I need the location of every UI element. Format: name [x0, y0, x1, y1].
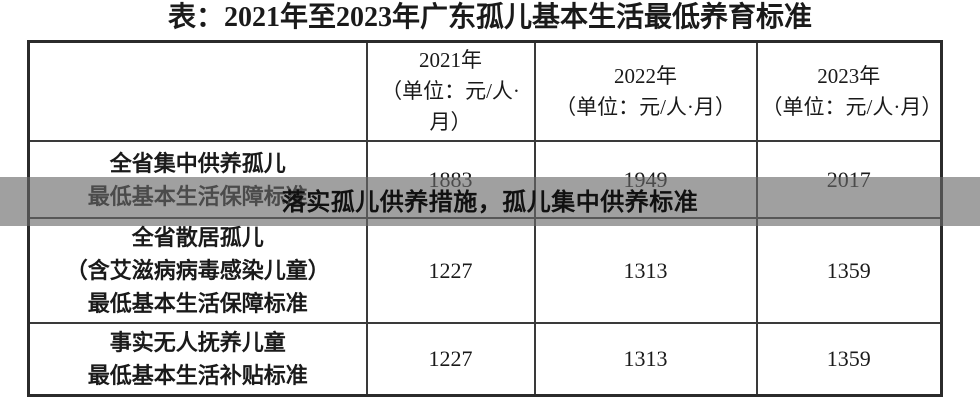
- header-year-2023: 2023年: [817, 63, 881, 88]
- row-label-line: 全省散居孤儿: [131, 225, 264, 250]
- table-row: 事实无人抚养儿童 最低基本生活补贴标准 1227 1313 1359: [27, 322, 943, 397]
- row-label-scattered-care: 全省散居孤儿 （含艾滋病病毒感染儿童） 最低基本生活保障标准: [27, 217, 368, 324]
- header-unit-2023: （单位：元/人·月）: [761, 94, 943, 119]
- row-label-line: 最低基本生活保障标准: [87, 291, 308, 316]
- cell-value: 1313: [533, 322, 758, 397]
- cell-value: 1359: [755, 217, 943, 324]
- header-cell-2022: 2022年 （单位：元/人·月）: [533, 40, 758, 142]
- row-label-line: 事实无人抚养儿童: [109, 330, 286, 355]
- table-row: 全省散居孤儿 （含艾滋病病毒感染儿童） 最低基本生活保障标准 1227 1313…: [27, 217, 943, 324]
- cell-value: 1227: [365, 217, 536, 324]
- page-title: 表：2021年至2023年广东孤儿基本生活最低养育标准: [167, 2, 812, 33]
- header-year-2022: 2022年: [614, 63, 677, 88]
- cell-value: 1227: [365, 322, 536, 397]
- header-year-2021: 2021年: [419, 48, 482, 72]
- header-cell-label: [27, 40, 368, 142]
- cell-value: 1359: [755, 322, 943, 397]
- header-cell-2021: 2021年 （单位：元/人·月）: [365, 40, 536, 142]
- header-cell-2023: 2023年 （单位：元/人·月）: [755, 40, 943, 142]
- row-label-line: 最低基本生活补贴标准: [87, 363, 308, 388]
- table-header-row: 2021年 （单位：元/人·月） 2022年 （单位：元/人·月） 2023年 …: [27, 40, 943, 142]
- header-unit-2021: （单位：元/人·月）: [381, 79, 520, 134]
- header-unit-2022: （单位：元/人·月）: [555, 94, 736, 119]
- overlay-caption-banner[interactable]: 落实孤儿供养措施，孤儿集中供养标准: [0, 177, 980, 226]
- overlay-caption-text: 落实孤儿供养措施，孤儿集中供养标准: [281, 187, 699, 216]
- cell-value: 1313: [533, 217, 758, 324]
- row-label-line: （含艾滋病病毒感染儿童）: [65, 258, 330, 283]
- row-label-de-facto-unattended: 事实无人抚养儿童 最低基本生活补贴标准: [27, 322, 368, 397]
- row-label-line: 全省集中供养孤儿: [109, 150, 286, 176]
